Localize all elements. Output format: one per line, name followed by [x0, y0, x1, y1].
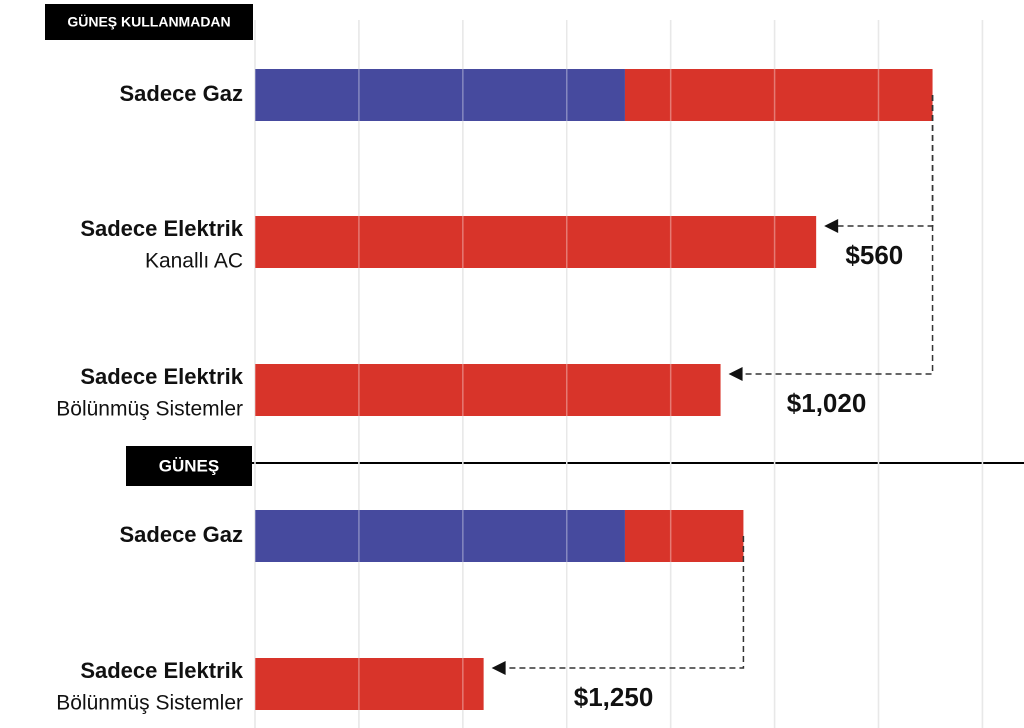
group-badge — [126, 446, 252, 486]
savings-label: $1,020 — [787, 388, 867, 418]
savings-label: $560 — [845, 240, 903, 270]
group-badge — [45, 4, 253, 40]
arrow-head — [728, 367, 743, 381]
group-label: GÜNEŞ — [159, 456, 219, 475]
savings-arrow — [501, 536, 745, 669]
bar-segment — [255, 69, 625, 121]
category-label: Sadece Elektrik — [80, 658, 243, 683]
bar-segment — [255, 658, 484, 710]
category-label: Sadece Elektrik — [80, 216, 243, 241]
category-label: Sadece Elektrik — [80, 364, 243, 389]
category-label: Sadece Gaz — [119, 81, 243, 106]
savings-arrow — [738, 95, 934, 375]
bar-segment — [624, 69, 933, 121]
category-sublabel: Bölünmüş Sistemler — [56, 398, 243, 421]
arrow-head — [824, 219, 839, 233]
category-label: Sadece Gaz — [119, 522, 243, 547]
group-label: GÜNEŞ KULLANMADAN — [67, 14, 230, 30]
bar-segment — [624, 510, 744, 562]
savings-label: $1,250 — [574, 682, 654, 712]
bar-segment — [255, 510, 625, 562]
category-sublabel: Kanallı AC — [145, 250, 243, 273]
arrow-head — [491, 661, 506, 675]
bar-segment — [255, 216, 817, 268]
category-sublabel: Bölünmüş Sistemler — [56, 692, 243, 715]
bar-segment — [255, 364, 721, 416]
